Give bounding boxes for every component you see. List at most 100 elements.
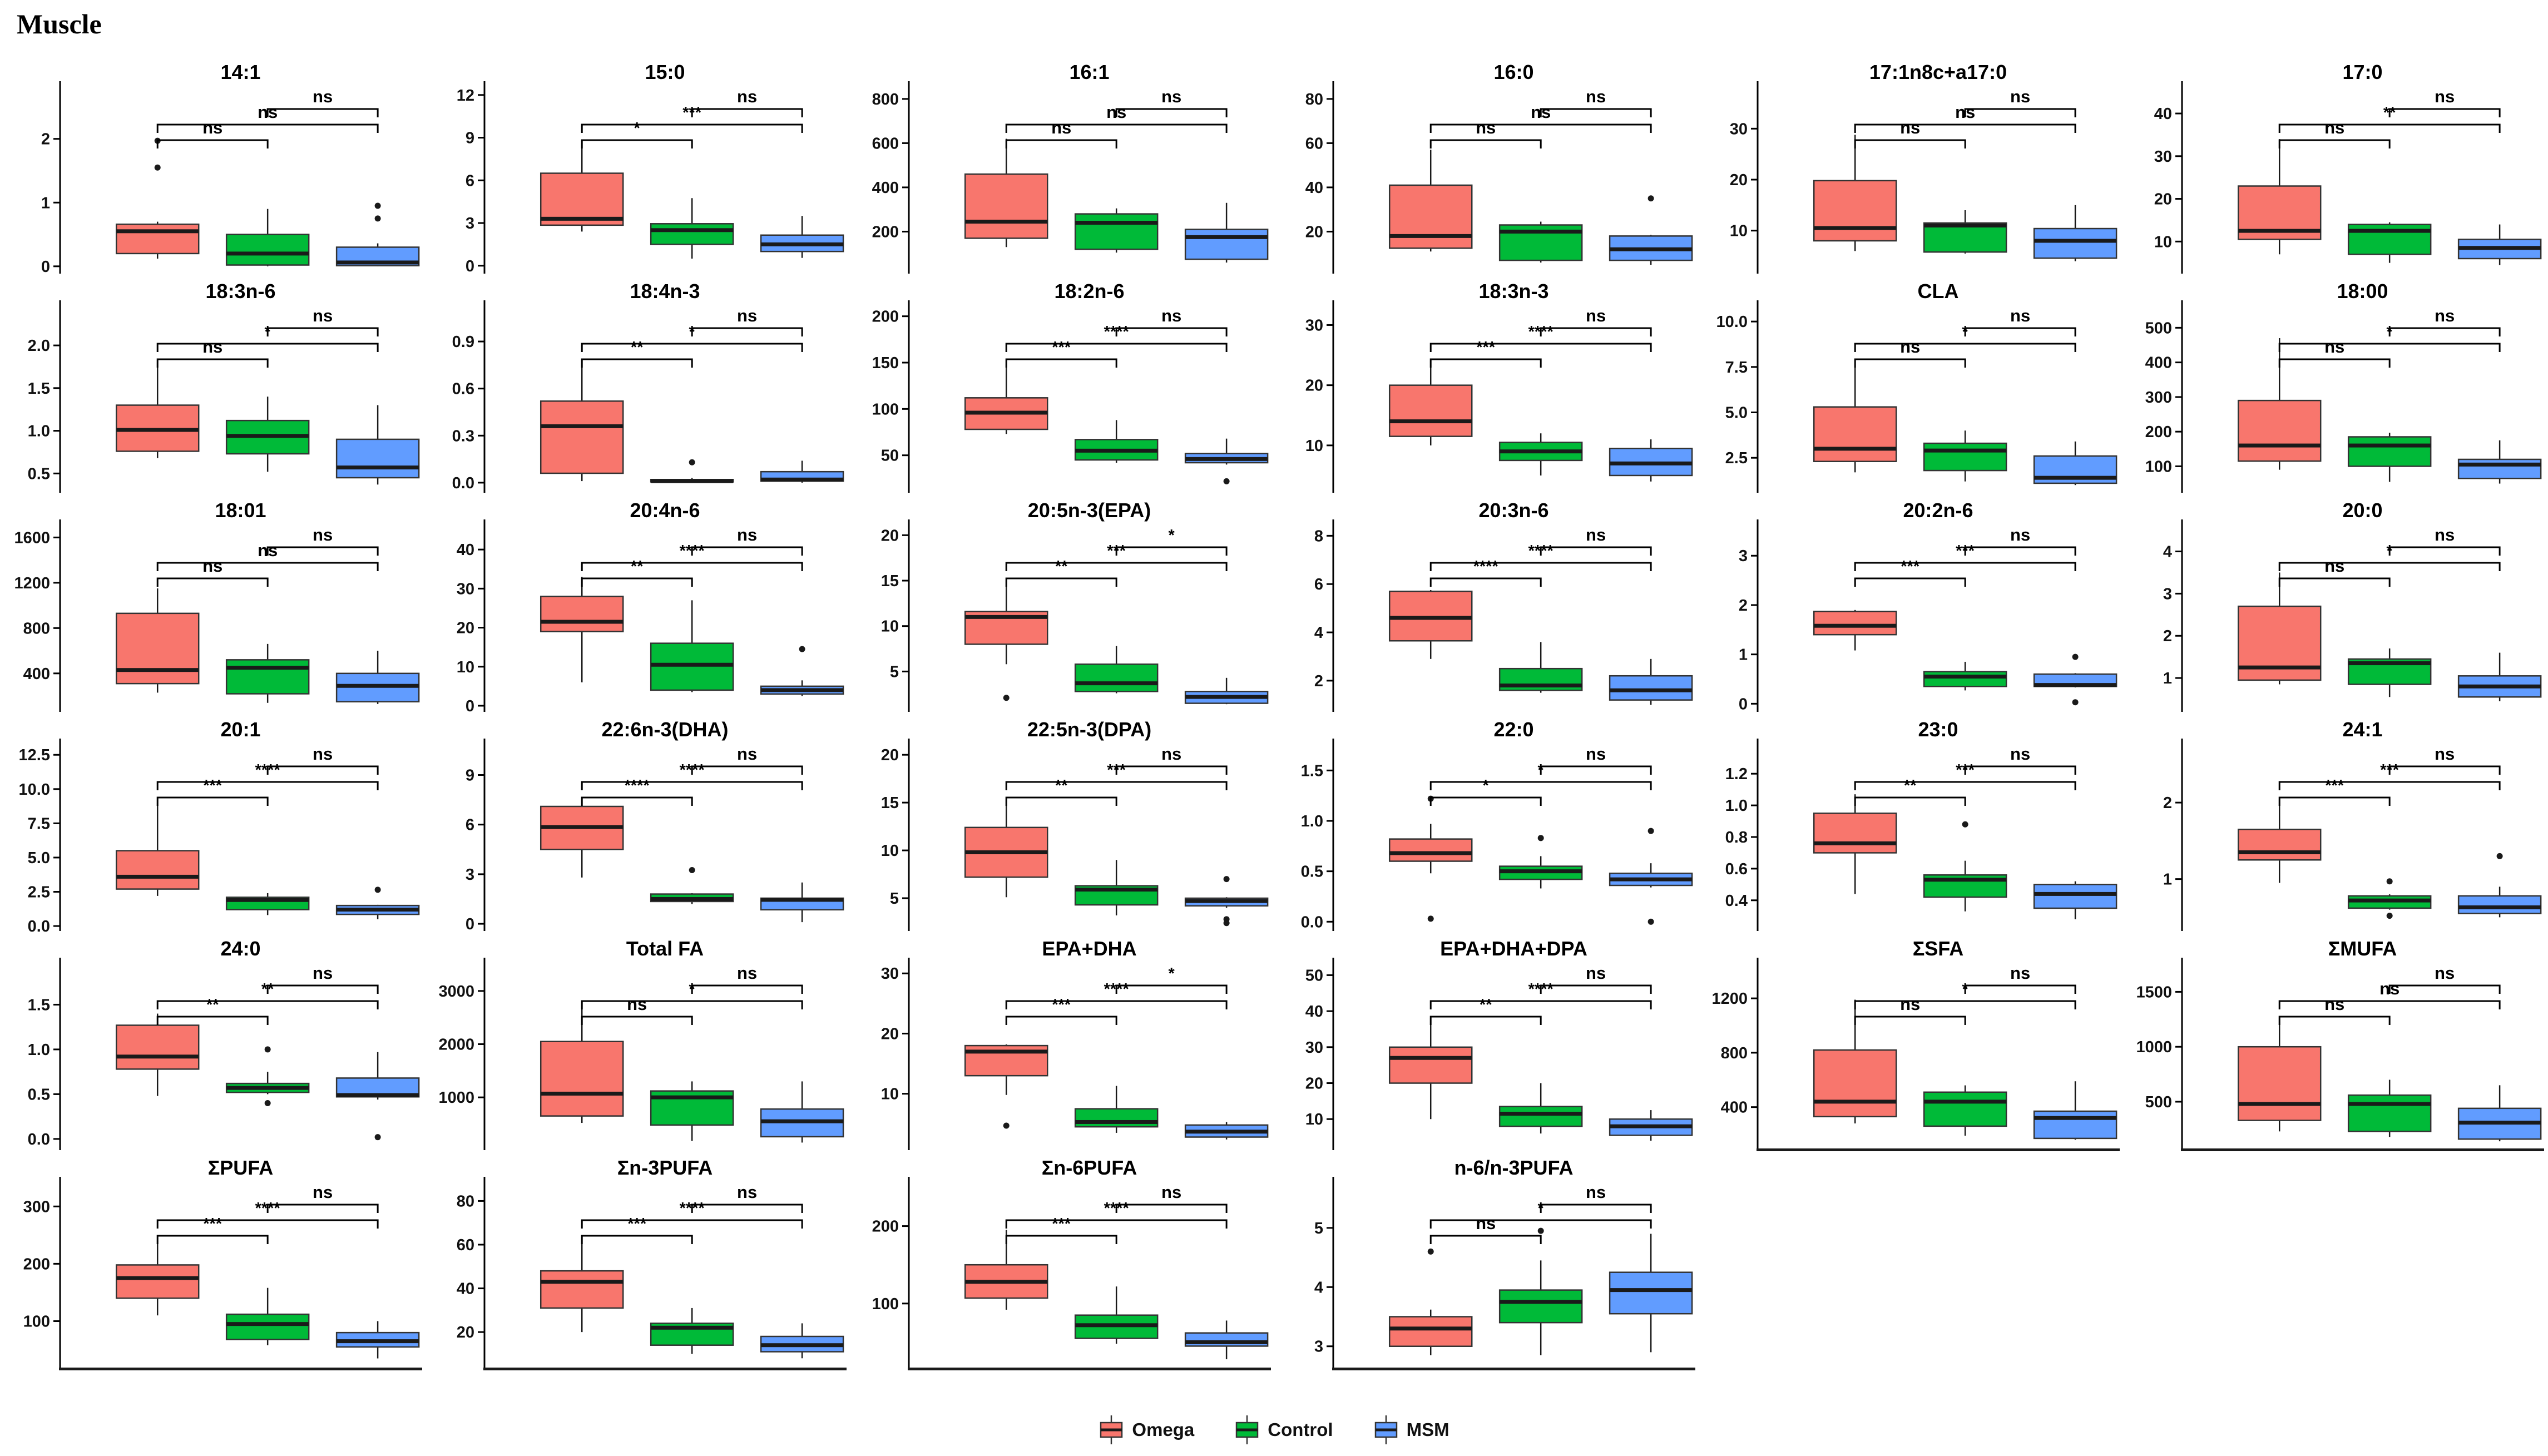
y-tick-label: 200 bbox=[2145, 423, 2172, 441]
facet-18:3n-3: 18:3n-3 10 20 30 *** **** ns bbox=[1273, 275, 1698, 494]
legend-label: Omega bbox=[1132, 1419, 1195, 1440]
facet-22:5n-3(DPA): 22:5n-3(DPA) 5 10 15 20 ** *** ns bbox=[849, 713, 1273, 932]
median-line-omega bbox=[541, 1280, 624, 1284]
y-tick-label: 4 bbox=[1314, 624, 1323, 642]
sig-bracket-control-msm bbox=[1115, 546, 1228, 556]
box-control bbox=[225, 234, 310, 266]
sig-bracket-omega-control bbox=[2278, 796, 2391, 806]
sig-bracket-omega-msm bbox=[2278, 343, 2501, 352]
y-tick-label: 4 bbox=[2163, 543, 2172, 561]
median-line-control bbox=[1500, 869, 1582, 874]
facet-18:4n-3: 18:4n-3 0.0 0.3 0.6 0.9 ** * ns bbox=[424, 275, 849, 494]
sig-bracket-omega-msm bbox=[2278, 562, 2501, 571]
facet-ΣMUFA: ΣMUFA 500 1000 1500 ns ns ns bbox=[2122, 932, 2546, 1151]
box-omega bbox=[1813, 1049, 1897, 1118]
facet-title: CLA bbox=[1918, 280, 1959, 303]
y-tick-label: 80 bbox=[1305, 91, 1323, 108]
median-line-omega bbox=[1814, 1100, 1897, 1104]
y-tick-label: 30 bbox=[1730, 120, 1748, 138]
median-line-omega bbox=[1389, 851, 1472, 855]
box-omega bbox=[964, 173, 1048, 239]
sig-bracket-omega-control bbox=[581, 1016, 693, 1026]
sig-label: ns bbox=[1476, 1214, 1496, 1233]
outlier-point-msm bbox=[1647, 195, 1654, 202]
facet-EPA+DHA: EPA+DHA 10 20 30 *** **** * bbox=[849, 932, 1273, 1151]
sig-bracket-omega-control bbox=[581, 796, 693, 806]
y-tick-label: 0.6 bbox=[452, 380, 474, 398]
y-tick-label: 1.2 bbox=[1725, 765, 1748, 783]
sig-bracket-omega-msm bbox=[156, 123, 379, 133]
y-tick-label: 15 bbox=[881, 572, 899, 590]
median-line-control bbox=[651, 228, 734, 232]
box-control bbox=[1923, 1091, 2007, 1127]
y-tick-label: 0.5 bbox=[28, 1086, 50, 1103]
sig-bracket-omega-msm bbox=[581, 123, 803, 133]
facet-title: Σn-3PUFA bbox=[617, 1156, 713, 1179]
sig-bracket-omega-msm bbox=[1429, 781, 1652, 790]
box-omega bbox=[1388, 384, 1473, 437]
median-line-control bbox=[2348, 1102, 2431, 1106]
facet-plot: 23:00.40.60.81.01.2*****ns bbox=[1725, 718, 2117, 931]
sig-label: ns bbox=[1586, 525, 1606, 544]
sig-label: *** bbox=[1052, 996, 1071, 1014]
median-line-omega bbox=[116, 1276, 199, 1280]
outlier-point-omega bbox=[1003, 695, 1010, 701]
figure-title: Muscle bbox=[17, 8, 102, 39]
box-omega bbox=[115, 850, 200, 890]
median-line-control bbox=[1924, 448, 2007, 453]
sig-bracket-control-msm bbox=[1964, 108, 2076, 117]
facet-title: 14:1 bbox=[220, 61, 260, 83]
y-tick-label: 3 bbox=[1314, 1338, 1323, 1356]
median-line-control bbox=[1075, 1323, 1158, 1328]
median-line-msm bbox=[2034, 476, 2117, 480]
y-tick-label: 1.5 bbox=[28, 380, 50, 398]
sig-bracket-control-msm bbox=[266, 984, 379, 994]
sig-bracket-omega-control bbox=[581, 358, 693, 368]
median-line-control bbox=[226, 251, 309, 256]
sig-label: ns bbox=[1900, 994, 1920, 1014]
median-line-omega bbox=[1389, 419, 1472, 424]
facet-title: EPA+DHA bbox=[1042, 937, 1136, 960]
median-line-omega bbox=[965, 220, 1048, 224]
facet-title: 16:1 bbox=[1069, 61, 1109, 83]
median-line-msm bbox=[337, 908, 419, 912]
sig-bracket-control-msm bbox=[1964, 984, 2076, 994]
outlier-point-control bbox=[2386, 913, 2393, 919]
outlier-point-msm bbox=[374, 215, 381, 222]
box-control bbox=[650, 642, 734, 691]
median-line-msm bbox=[337, 684, 419, 688]
median-line-omega bbox=[116, 229, 199, 234]
median-line-msm bbox=[2034, 1116, 2117, 1120]
facet-18:00: 18:00 100 200 300 400 500 ns * ns bbox=[2122, 275, 2546, 494]
facet-grid: 14:1 0 1 2 ns ns ns 15:0 0 3 6 9 12 * *** ns 16:1 200 400 6… bbox=[0, 56, 2548, 1370]
sig-bracket-omega-control bbox=[1429, 1016, 1542, 1026]
outlier-point-control bbox=[1537, 1227, 1544, 1234]
median-line-control bbox=[1500, 449, 1582, 454]
y-tick-label: 10 bbox=[457, 658, 474, 676]
sig-bracket-omega-msm bbox=[1429, 1000, 1652, 1009]
y-tick-label: 150 bbox=[872, 354, 899, 372]
box-omega bbox=[1388, 184, 1473, 249]
median-line-omega bbox=[541, 216, 624, 221]
y-tick-label: 1 bbox=[2163, 670, 2172, 687]
sig-label: ns bbox=[1161, 306, 1181, 325]
sig-bracket-omega-msm bbox=[581, 1000, 803, 1009]
median-line-control bbox=[1500, 684, 1582, 688]
median-line-msm bbox=[761, 1343, 844, 1348]
y-tick-label: 1 bbox=[2163, 871, 2172, 889]
facet-title: 22:0 bbox=[1493, 718, 1533, 741]
sig-bracket-omega-msm bbox=[581, 1219, 803, 1229]
y-tick-label: 40 bbox=[1305, 1003, 1323, 1021]
facet-title: 15:0 bbox=[645, 61, 685, 83]
facet-Σn-3PUFA: Σn-3PUFA 20 40 60 80 *** **** ns bbox=[424, 1151, 849, 1370]
outlier-point-msm bbox=[1223, 478, 1230, 484]
y-tick-label: 20 bbox=[1730, 171, 1748, 189]
sig-label: ** bbox=[206, 996, 219, 1014]
sig-label: ns bbox=[313, 963, 333, 983]
median-line-msm bbox=[761, 898, 844, 902]
y-tick-label: 100 bbox=[23, 1313, 50, 1331]
box-omega bbox=[115, 612, 200, 685]
median-line-msm bbox=[2458, 684, 2541, 689]
